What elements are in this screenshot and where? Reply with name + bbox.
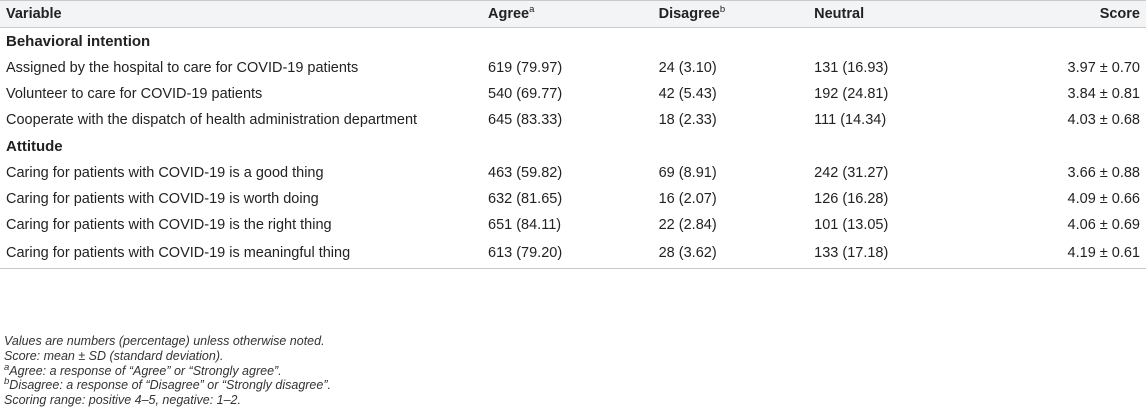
footnote-score: Score: mean ± SD (standard deviation). [4,348,224,363]
cell-neutral: 126 (16.28) [814,191,889,207]
cell-neutral: 111 (14.34) [814,112,887,128]
header-disagree-label: Disagree [658,6,720,22]
footnote-disagree-text: Disagree: a response of “Disagree” or “S… [9,378,331,393]
footnote-agree-text: Agree: a response of “Agree” or “Strongl… [9,363,282,378]
cell-score: 4.09 ± 0.66 [1067,191,1140,207]
cell-agree: 645 (83.33) [488,112,563,128]
cell-neutral: 133 (17.18) [808,238,979,269]
cell-variable: Caring for patients with COVID-19 is wor… [6,191,319,207]
footnote-values: Values are numbers (percentage) unless o… [4,334,325,348]
cell-disagree: 24 (3.10) [658,60,717,76]
section-row-behavioral-intention: Behavioral intention [0,28,1146,56]
footnote-disagree-sup: b [4,376,10,388]
header-agree-sup: a [529,4,535,16]
header-agree: Agreea [482,0,653,28]
table-header: Variable Agreea Disagreeb Neutral Score [0,0,1146,28]
cell-score: 3.66 ± 0.88 [1067,165,1140,181]
header-disagree: Disagreeb [652,0,809,28]
section-title: Attitude [6,138,63,155]
cell-agree: 651 (84.11) [488,217,562,233]
cell-disagree: 69 (8.91) [658,165,717,181]
section-row-attitude: Attitude [0,133,1146,160]
table-footnotes: Values are numbers (percentage) unless o… [4,334,331,408]
cell-disagree: 42 (5.43) [658,86,717,102]
table-row: Caring for patients with COVID-19 is a g… [0,160,1146,186]
table-row: Cooperate with the dispatch of health ad… [0,107,1146,133]
cell-disagree: 28 (3.62) [652,238,809,269]
cell-variable: Cooperate with the dispatch of health ad… [6,112,418,128]
cell-agree: 540 (69.77) [488,86,563,102]
header-variable-label: Variable [6,6,62,22]
section-title: Behavioral intention [6,33,151,50]
cell-neutral: 242 (31.27) [814,165,889,181]
cell-disagree: 16 (2.07) [658,191,717,207]
cell-score: 4.19 ± 0.61 [978,238,1146,269]
cell-agree: 619 (79.97) [488,60,563,76]
table-row: Volunteer to care for COVID-19 patients … [0,81,1146,107]
header-row: Variable Agreea Disagreeb Neutral Score [0,0,1146,28]
header-score: Score [978,0,1146,28]
footnote-range: Scoring range: positive 4–5, negative: 1… [4,393,241,408]
cell-score: 3.84 ± 0.81 [1067,86,1140,102]
cell-disagree: 22 (2.84) [658,217,717,233]
cell-score: 3.97 ± 0.70 [1067,60,1140,76]
table-row: Assigned by the hospital to care for COV… [0,55,1146,81]
footnote-agree: aAgree: a response of “Agree” or “Strong… [4,361,331,379]
table-row: Caring for patients with COVID-19 is mea… [0,238,1146,269]
cell-neutral: 101 (13.05) [814,217,889,233]
cell-agree: 613 (79.20) [482,238,653,269]
data-table: Variable Agreea Disagreeb Neutral Score … [0,0,1146,269]
table-row: Caring for patients with COVID-19 is the… [0,212,1146,238]
header-neutral: Neutral [808,0,979,28]
cell-score: 4.06 ± 0.69 [1067,217,1140,233]
cell-variable: Caring for patients with COVID-19 is a g… [6,165,324,181]
header-agree-label: Agree [488,6,530,22]
footnote-disagree: bDisagree: a response of “Disagree” or “… [4,376,331,393]
table-row: Caring for patients with COVID-19 is wor… [0,186,1146,212]
cell-variable: Caring for patients with COVID-19 is the… [6,217,332,233]
cell-variable: Caring for patients with COVID-19 is mea… [0,238,482,269]
header-disagree-sup: b [719,4,726,16]
cell-disagree: 18 (2.33) [658,112,717,128]
cell-variable: Volunteer to care for COVID-19 patients [6,86,263,102]
table-body: Behavioral intention Assigned by the hos… [0,28,1146,269]
footnote-agree-sup: a [4,361,10,373]
header-variable: Variable [0,0,482,28]
header-score-label: Score [1099,6,1140,22]
cell-agree: 463 (59.82) [488,165,563,181]
cell-score: 4.03 ± 0.68 [1067,112,1140,128]
header-neutral-label: Neutral [814,6,865,22]
cell-variable: Assigned by the hospital to care for COV… [6,60,359,76]
cell-neutral: 192 (24.81) [814,86,889,102]
cell-neutral: 131 (16.93) [814,60,889,76]
cell-agree: 632 (81.65) [488,191,563,207]
